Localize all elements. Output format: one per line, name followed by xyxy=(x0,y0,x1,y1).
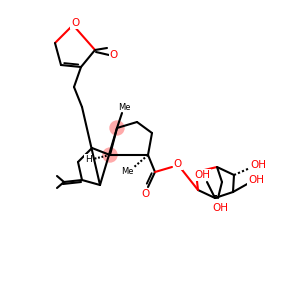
Text: O: O xyxy=(110,50,118,60)
Circle shape xyxy=(110,121,124,135)
Text: H: H xyxy=(85,154,92,164)
Text: Me: Me xyxy=(121,167,133,176)
Text: O: O xyxy=(174,159,182,169)
Text: Me: Me xyxy=(118,103,130,112)
Text: O: O xyxy=(142,189,150,199)
Text: OH: OH xyxy=(194,170,210,180)
Circle shape xyxy=(103,148,117,162)
Text: OH: OH xyxy=(250,160,266,170)
Text: OH: OH xyxy=(212,203,228,213)
Text: OH: OH xyxy=(248,175,264,185)
Text: O: O xyxy=(71,18,79,28)
